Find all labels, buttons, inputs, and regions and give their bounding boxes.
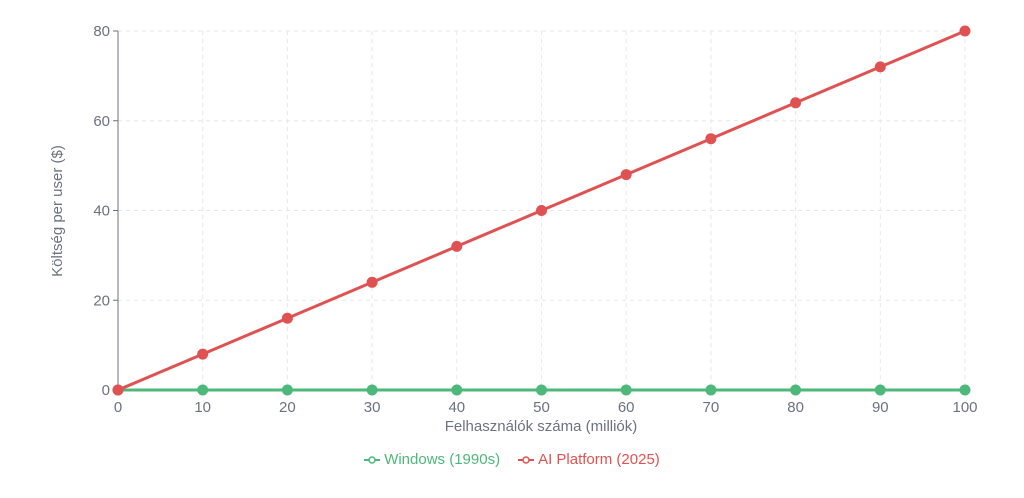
x-axis-ticks: 0 10 20 30 40 50 60 70 80 90 100 [114, 390, 978, 416]
y-tick-label: 60 [93, 113, 110, 130]
x-tick-label: 50 [533, 399, 550, 416]
series-0 [112, 384, 971, 396]
y-axis-title: Költség per user ($) [49, 145, 66, 277]
line-marker-icon [518, 455, 535, 464]
data-point [790, 97, 802, 109]
x-axis-title: Felhasználók száma (milliók) [445, 418, 638, 435]
x-tick-label: 40 [448, 399, 465, 416]
data-point [790, 384, 802, 396]
data-point [620, 384, 632, 396]
data-point [874, 61, 886, 73]
x-tick-label: 20 [279, 399, 296, 416]
x-tick-label: 30 [364, 399, 381, 416]
data-point [366, 276, 378, 288]
data-point [874, 384, 886, 396]
y-tick-label: 20 [93, 292, 110, 309]
data-point [705, 384, 717, 396]
series-1 [112, 25, 971, 396]
legend-label: Windows (1990s) [384, 451, 501, 468]
y-tick-label: 80 [93, 23, 110, 40]
x-tick-label: 60 [618, 399, 635, 416]
data-point [281, 312, 293, 324]
data-point [536, 384, 547, 396]
data-point [451, 384, 463, 396]
data-point [366, 384, 378, 396]
legend-item-ai-platform[interactable]: AI Platform (2025) [518, 451, 660, 468]
x-tick-label: 100 [952, 399, 977, 416]
x-tick-label: 90 [872, 399, 889, 416]
data-point [620, 169, 632, 181]
data-point [705, 133, 717, 145]
data-point [197, 384, 209, 396]
data-point [112, 384, 124, 396]
line-marker-icon [364, 455, 381, 464]
legend-label: AI Platform (2025) [538, 451, 660, 468]
y-tick-label: 0 [102, 382, 110, 399]
x-tick-label: 0 [114, 399, 122, 416]
legend-item-windows[interactable]: Windows (1990s) [364, 451, 500, 468]
data-point [451, 240, 463, 252]
y-axis-ticks: 0 20 40 60 80 [93, 23, 118, 399]
data-point [959, 25, 971, 37]
x-tick-label: 70 [703, 399, 720, 416]
data-point [281, 384, 293, 396]
x-tick-label: 10 [194, 399, 211, 416]
legend: Windows (1990s) AI Platform (2025) [0, 451, 1024, 468]
line-chart: 0 10 20 30 40 50 60 70 80 90 100 0 20 40 60 80 Felhasz… [49, 23, 978, 435]
data-point [197, 348, 209, 360]
data-point [536, 205, 547, 216]
x-tick-label: 80 [787, 399, 804, 416]
data-point [959, 384, 971, 396]
series-layer [112, 25, 971, 396]
y-tick-label: 40 [93, 203, 110, 220]
